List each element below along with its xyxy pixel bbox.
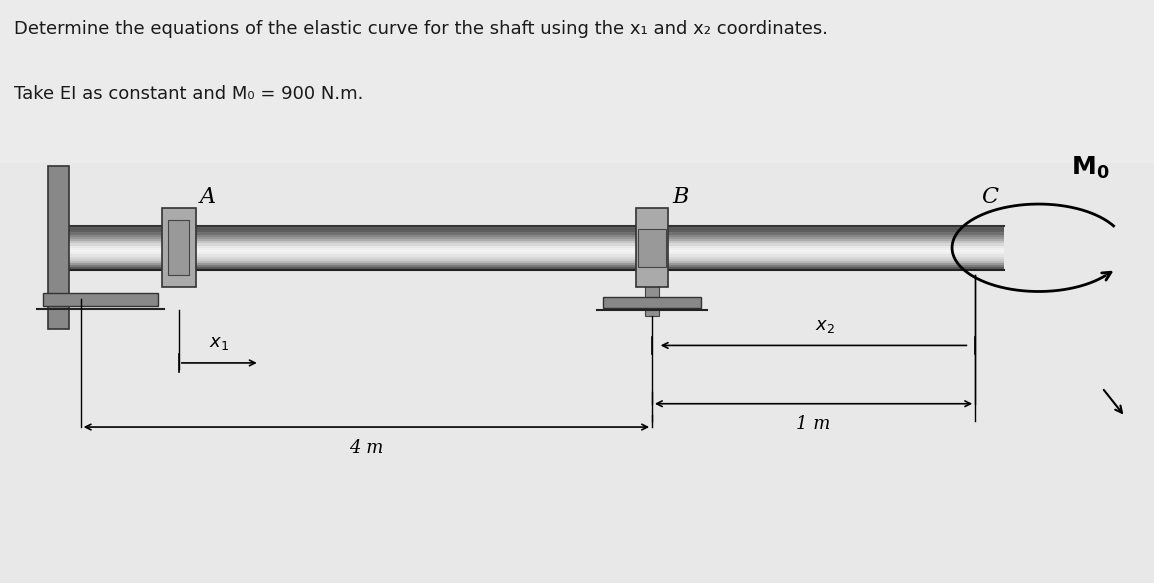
Bar — [48, 166, 69, 329]
Bar — [69, 241, 1004, 244]
Bar — [69, 252, 1004, 254]
Bar — [69, 250, 1004, 252]
Bar — [69, 257, 1004, 259]
Bar — [69, 261, 1004, 263]
Bar — [69, 248, 1004, 250]
Bar — [69, 254, 1004, 257]
Bar — [69, 226, 1004, 228]
Bar — [69, 268, 1004, 269]
Text: 1 m: 1 m — [796, 415, 831, 433]
Bar — [69, 234, 1004, 237]
Bar — [69, 245, 1004, 248]
Text: $x_2$: $x_2$ — [815, 317, 835, 335]
Bar — [69, 230, 1004, 233]
Text: B: B — [673, 187, 689, 209]
Bar — [0, 0, 1154, 163]
Bar — [69, 263, 1004, 265]
Bar — [162, 209, 196, 287]
Text: 4 m: 4 m — [350, 439, 383, 456]
Bar — [645, 267, 659, 316]
Bar — [69, 239, 1004, 241]
Bar — [69, 265, 1004, 268]
Bar — [638, 229, 666, 267]
Text: A: A — [200, 187, 216, 209]
Text: Take EI as constant and M₀ = 900 N.m.: Take EI as constant and M₀ = 900 N.m. — [14, 85, 364, 103]
Text: Determine the equations of the elastic curve for the shaft using the x₁ and x₂ c: Determine the equations of the elastic c… — [14, 20, 827, 38]
Text: C: C — [981, 187, 998, 209]
Bar — [43, 293, 158, 305]
Bar — [602, 297, 700, 308]
Bar — [69, 233, 1004, 235]
Bar — [69, 259, 1004, 261]
Bar — [69, 237, 1004, 239]
Text: $x_1$: $x_1$ — [209, 335, 230, 352]
Bar — [69, 244, 1004, 245]
Bar — [636, 209, 668, 287]
Bar — [69, 228, 1004, 230]
Bar — [168, 220, 189, 276]
Text: $\mathbf{M_0}$: $\mathbf{M_0}$ — [1071, 154, 1110, 181]
